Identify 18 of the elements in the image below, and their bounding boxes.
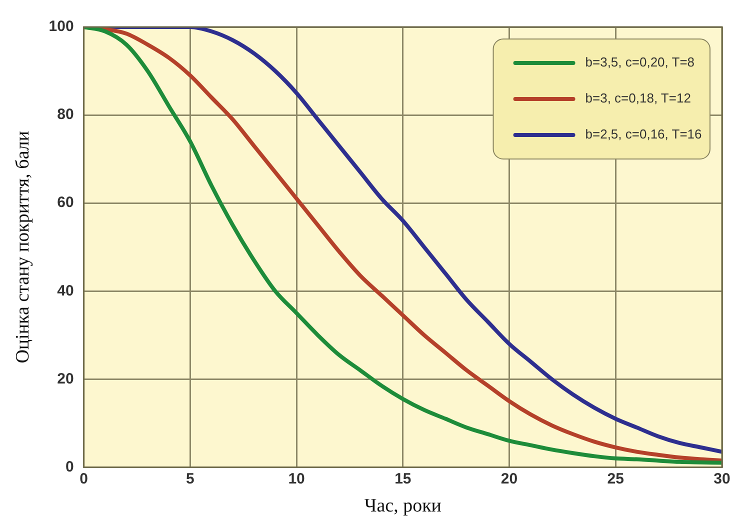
y-tick-label: 60 (57, 194, 74, 212)
x-axis-title: Час, роки (364, 496, 442, 517)
x-tick-label: 0 (80, 470, 88, 488)
y-tick-label: 20 (57, 370, 74, 388)
x-tick-label: 20 (500, 470, 518, 488)
x-tick-label: 10 (288, 470, 305, 488)
y-tick-label: 0 (65, 458, 74, 476)
legend-label: b=2,5, c=0,16, T=16 (585, 126, 702, 142)
x-tick-label: 5 (186, 470, 194, 488)
x-tick-label: 30 (714, 470, 730, 488)
y-tick-label: 100 (48, 18, 74, 36)
y-tick-label: 40 (57, 282, 74, 300)
y-tick-label: 80 (57, 106, 74, 124)
legend-label: b=3, c=0,18, T=12 (585, 90, 691, 106)
y-axis-title: Оцінка стану покриття, бали (12, 130, 34, 364)
legend-label: b=3,5, c=0,20, T=8 (585, 54, 695, 70)
x-tick-label: 25 (607, 470, 624, 488)
x-tick-label: 15 (394, 470, 412, 488)
